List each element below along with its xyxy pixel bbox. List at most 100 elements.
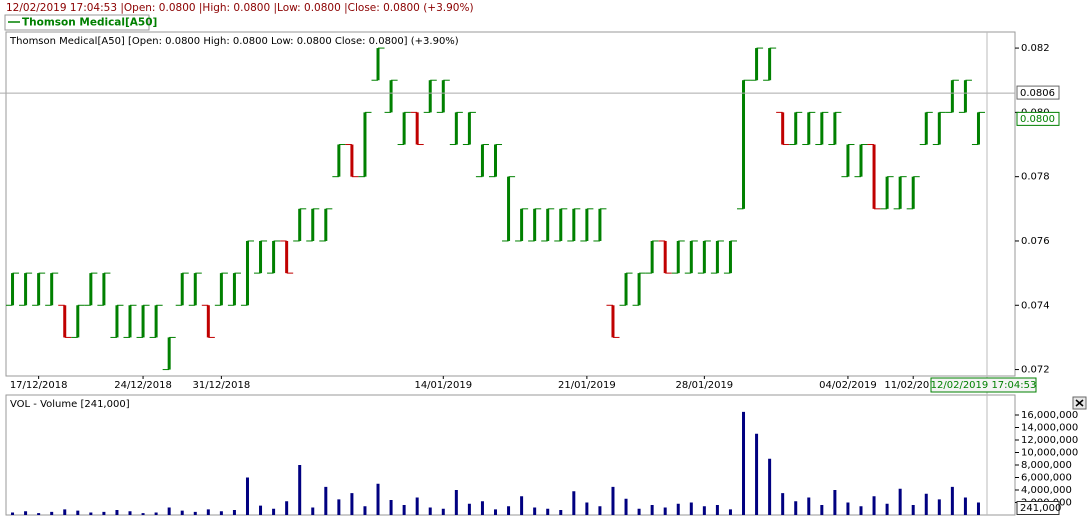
volume-bar (350, 493, 354, 515)
price-bar (350, 144, 354, 177)
last-volume-box (1016, 500, 1060, 515)
price-bar (637, 273, 641, 306)
volume-bar (337, 499, 341, 515)
price-bar (794, 112, 798, 145)
price-bar (807, 112, 811, 145)
crosshair-box (1016, 85, 1060, 100)
x-tick-label: 11/02/2019 (884, 380, 942, 391)
volume-bar (585, 502, 589, 515)
volume-bar (480, 501, 484, 515)
price-bar (650, 240, 654, 274)
volume-bar (128, 511, 132, 515)
volume-bar (755, 433, 759, 515)
volume-bar (885, 503, 889, 515)
price-bar (937, 112, 941, 145)
price-bar (232, 273, 236, 306)
volume-bar (298, 465, 302, 515)
volume-bar (311, 507, 315, 515)
volume-bar (950, 486, 954, 515)
cursor-time-box (930, 377, 1037, 393)
price-panel (5, 31, 1016, 377)
price-bar (285, 240, 289, 274)
price-bar (624, 273, 628, 306)
price-bar (389, 80, 393, 113)
y-tick-label: 12,000,000 (1021, 435, 1078, 446)
volume-bar (494, 509, 497, 515)
price-bar (781, 112, 785, 145)
price-bar (846, 144, 850, 177)
price-bar (467, 112, 471, 145)
price-bar (494, 144, 497, 177)
y-tick-label: 0.082 (1021, 43, 1050, 54)
volume-bar (11, 512, 15, 515)
price-bar (454, 112, 458, 145)
price-bar (885, 176, 889, 209)
price-bar (128, 305, 132, 338)
price-bar (507, 176, 511, 241)
volume-bar (507, 506, 511, 515)
volume-bar (115, 510, 119, 515)
status-text: 12/02/2019 17:04:53 |Open: 0.0800 |High:… (6, 2, 474, 14)
price-bar (598, 208, 602, 241)
price-bar (115, 305, 119, 338)
price-bar (89, 273, 93, 306)
price-bar (820, 112, 824, 145)
y-tick-label: 0.076 (1021, 236, 1050, 247)
volume-bar (937, 499, 941, 515)
legend-box (4, 14, 150, 31)
volume-bar (676, 503, 680, 515)
volume-bar (781, 493, 785, 515)
price-bar (402, 112, 406, 145)
price-bar (259, 240, 263, 274)
volume-bar (402, 505, 406, 515)
volume-bar (324, 486, 328, 515)
price-bar (298, 208, 302, 241)
volume-bar (520, 496, 524, 515)
close-button[interactable] (1072, 396, 1087, 410)
volume-bar (219, 511, 223, 515)
volume-bar (363, 506, 367, 515)
volume-bar (259, 505, 263, 515)
close-icon[interactable] (1075, 399, 1084, 407)
price-bar (337, 144, 341, 177)
price-bar (415, 112, 419, 145)
price-bar (755, 48, 759, 81)
price-bar (859, 144, 863, 177)
price-bar (611, 305, 615, 338)
volume-bar (963, 497, 967, 515)
volume-bar (807, 497, 811, 515)
price-bar (911, 176, 915, 209)
volume-bar (663, 507, 667, 515)
price-bar (585, 208, 589, 241)
price-bar (193, 273, 197, 306)
volume-bar (611, 486, 615, 515)
volume-bar (141, 513, 145, 515)
volume-bar (24, 511, 28, 515)
volume-bar (63, 509, 67, 515)
price-bar (154, 305, 158, 338)
x-tick-label: 04/02/2019 (819, 380, 877, 391)
y-tick-label: 16,000,000 (1021, 410, 1078, 421)
y-tick-label: 0.072 (1021, 365, 1050, 376)
price-bar (742, 80, 746, 209)
volume-panel (5, 394, 1016, 516)
volume-bar (715, 505, 719, 515)
x-tick-label: 28/01/2019 (676, 380, 734, 391)
y-tick-label: 10,000,000 (1021, 448, 1078, 459)
volume-bar (167, 507, 171, 515)
y-tick-label: 8,000,000 (1021, 460, 1072, 471)
price-bar (663, 240, 667, 274)
volume-bar (702, 506, 706, 515)
price-bar (702, 240, 706, 274)
price-bar (533, 208, 537, 241)
price-bar (572, 208, 576, 241)
price-bar (559, 208, 563, 241)
volume-bar (546, 508, 550, 515)
price-bar (50, 273, 54, 306)
volume-bar (180, 510, 184, 515)
volume-bar (650, 505, 654, 515)
price-bar (976, 112, 980, 145)
price-bar (833, 112, 837, 145)
cursor-time-label: 12/02/2019 17:04:53 (931, 380, 1037, 391)
volume-bar (872, 496, 876, 515)
